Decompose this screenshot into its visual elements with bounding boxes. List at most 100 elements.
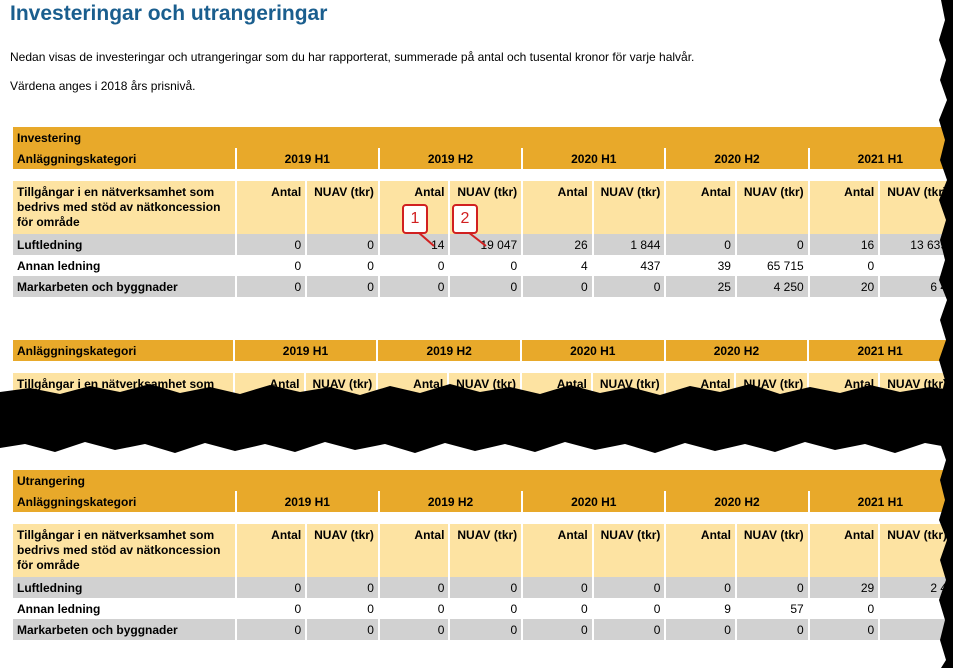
cell: 0 <box>236 255 306 276</box>
cell: 0 <box>523 598 592 619</box>
cell: 0 <box>236 577 306 598</box>
nuav-header: NUAV (tkr) <box>450 524 522 577</box>
cell: 14 <box>379 234 449 255</box>
cell: 0 <box>593 598 665 619</box>
period-header: 2021 H1 <box>809 340 951 361</box>
cell: 20 <box>809 276 879 297</box>
antal-header: Antal <box>523 524 592 577</box>
cell: 4 <box>523 255 592 276</box>
period-header: 2019 H1 <box>236 148 378 169</box>
cell: 0 <box>666 234 735 255</box>
investering-table-continued: Anläggningskategori 2019 H1 2019 H2 2020… <box>11 340 953 403</box>
torn-right-edge <box>939 0 953 668</box>
cell: 0 <box>236 276 306 297</box>
cell: 0 <box>307 619 378 640</box>
cell: 25 <box>666 276 735 297</box>
row-category: Markarbeten och byggnader <box>13 619 235 640</box>
cell: 0 <box>307 577 378 598</box>
cell: 0 <box>809 598 879 619</box>
row-category: Markarbeten och byggnader <box>13 276 235 297</box>
header-row: Anläggningskategori 2019 H1 2019 H2 2020… <box>13 491 951 512</box>
cell: 39 <box>666 255 735 276</box>
cell: 0 <box>379 577 449 598</box>
cell: 0 <box>523 619 592 640</box>
category-header: Anläggningskategori <box>13 491 235 512</box>
period-header: 2019 H1 <box>236 491 378 512</box>
section-title-utrangering: Utrangering <box>13 470 951 491</box>
row-category: Annan ledning <box>13 255 235 276</box>
callout-1-pointer <box>418 232 435 247</box>
investering-table: Investering Anläggningskategori 2019 H1 … <box>11 127 953 297</box>
category-header: Anläggningskategori <box>13 340 233 361</box>
cell: 0 <box>593 276 665 297</box>
nuav-header: NUAV (tkr) <box>593 524 665 577</box>
cell: 0 <box>379 255 449 276</box>
section-title-investering: Investering <box>13 127 951 148</box>
cell: 0 <box>450 255 522 276</box>
subheader-row: Tillgångar i en nätverksamhet som bedriv… <box>13 181 951 234</box>
nuav-header: NUAV (tkr) <box>736 181 808 234</box>
row-category: Luftledning <box>13 577 235 598</box>
cell: 0 <box>666 619 735 640</box>
antal-header: Antal <box>236 524 306 577</box>
cell: 0 <box>379 619 449 640</box>
utrangering-table: Utrangering Anläggningskategori 2019 H1 … <box>11 470 953 640</box>
cell: 0 <box>736 234 808 255</box>
header-row: Anläggningskategori 2019 H1 2019 H2 2020… <box>13 148 951 169</box>
cell: 1 844 <box>593 234 665 255</box>
cell: 0 <box>593 577 665 598</box>
period-header: 2021 H1 <box>809 491 951 512</box>
table-row: Markarbeten och byggnader 0 0 0 0 0 0 25… <box>13 276 951 297</box>
header-row: Anläggningskategori 2019 H1 2019 H2 2020… <box>13 340 951 361</box>
cell: 0 <box>523 577 592 598</box>
cell: 57 <box>736 598 808 619</box>
cell: 29 <box>809 577 879 598</box>
period-header: 2020 H2 <box>665 340 808 361</box>
antal-header: Antal <box>809 181 879 234</box>
cell: 0 <box>450 598 522 619</box>
cell: 9 <box>666 598 735 619</box>
row-category: Luftledning <box>13 234 235 255</box>
cell: 0 <box>236 619 306 640</box>
cell: 0 <box>450 619 522 640</box>
cell: 0 <box>809 255 879 276</box>
cell <box>880 598 951 619</box>
cell: 16 <box>809 234 879 255</box>
cell: 0 <box>307 598 378 619</box>
cell: 13 639 <box>880 234 951 255</box>
table-row: Markarbeten och byggnader 0 0 0 0 0 0 0 … <box>13 619 951 640</box>
period-header: 2020 H1 <box>521 340 664 361</box>
cell: 0 <box>450 577 522 598</box>
period-header: 2019 H1 <box>234 340 377 361</box>
cell: 0 <box>236 234 306 255</box>
asset-group-label: Tillgångar i en nätverksamhet som bedriv… <box>13 181 235 234</box>
row-category: Annan ledning <box>13 598 235 619</box>
table-row: Luftledning 0 0 0 0 0 0 0 0 29 2 4 <box>13 577 951 598</box>
cell: 0 <box>736 577 808 598</box>
cell: 0 <box>379 276 449 297</box>
period-header: 2020 H1 <box>523 491 665 512</box>
cell: 0 <box>809 619 879 640</box>
cell: 0 <box>736 619 808 640</box>
table-row: Annan ledning 0 0 0 0 0 0 9 57 0 <box>13 598 951 619</box>
cell <box>880 619 951 640</box>
cell: 26 <box>523 234 592 255</box>
price-level-note: Värdena anges i 2018 års prisnivå. <box>10 79 196 93</box>
cell: 0 <box>666 577 735 598</box>
cell: 0 <box>523 276 592 297</box>
asset-group-label: Tillgångar i en nätverksamhet som bedriv… <box>13 524 235 577</box>
nuav-header: NUAV (tkr) <box>736 524 808 577</box>
cell <box>880 255 951 276</box>
cell: 0 <box>307 255 378 276</box>
antal-header: Antal <box>809 524 879 577</box>
cell: 0 <box>307 234 378 255</box>
cell: 65 715 <box>736 255 808 276</box>
cell: 0 <box>236 598 306 619</box>
nuav-header: NUAV (tkr) <box>307 524 378 577</box>
cell: 0 <box>593 619 665 640</box>
antal-header: Antal <box>523 181 592 234</box>
cell: 0 <box>450 276 522 297</box>
callout-2: 2 <box>452 204 478 234</box>
antal-header: Antal <box>666 524 735 577</box>
nuav-header: NUAV (tkr) <box>880 524 951 577</box>
